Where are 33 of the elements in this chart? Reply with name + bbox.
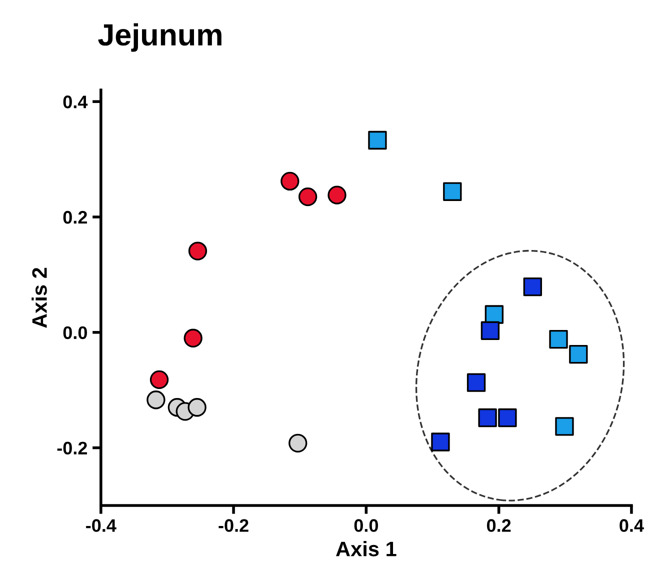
- point: [368, 130, 387, 150]
- point: [298, 187, 318, 206]
- point: [480, 321, 500, 340]
- point: [498, 408, 517, 428]
- point: [555, 417, 574, 436]
- x-tick-label: -0.2: [218, 519, 248, 532]
- x-tick-label: 0.2: [486, 519, 511, 532]
- point: [150, 370, 169, 390]
- point: [328, 186, 346, 204]
- point: [288, 434, 308, 452]
- point: [280, 172, 300, 191]
- point: [569, 344, 588, 364]
- point: [431, 432, 450, 452]
- point: [146, 390, 166, 410]
- y-tick-label: 0.2: [63, 210, 87, 224]
- point: [549, 330, 568, 349]
- y-tick-label: 0.0: [63, 326, 87, 340]
- x-tick-label: -0.4: [86, 519, 116, 532]
- point: [466, 373, 486, 392]
- y-tick-label: -0.2: [57, 442, 87, 454]
- y-tick-label: 0.4: [63, 96, 88, 108]
- point: [184, 328, 202, 348]
- point: [523, 277, 542, 296]
- x-tick-label: 0.4: [620, 519, 644, 532]
- y-axis-title: Axis 2: [32, 268, 47, 328]
- chart-title: Jejunum: [98, 23, 222, 52]
- point: [484, 305, 504, 324]
- point: [443, 182, 462, 201]
- x-tick-label: 0.0: [354, 519, 378, 532]
- point: [188, 398, 206, 417]
- point: [478, 408, 497, 428]
- point: [188, 242, 208, 260]
- x-axis-title: Axis 1: [336, 541, 396, 556]
